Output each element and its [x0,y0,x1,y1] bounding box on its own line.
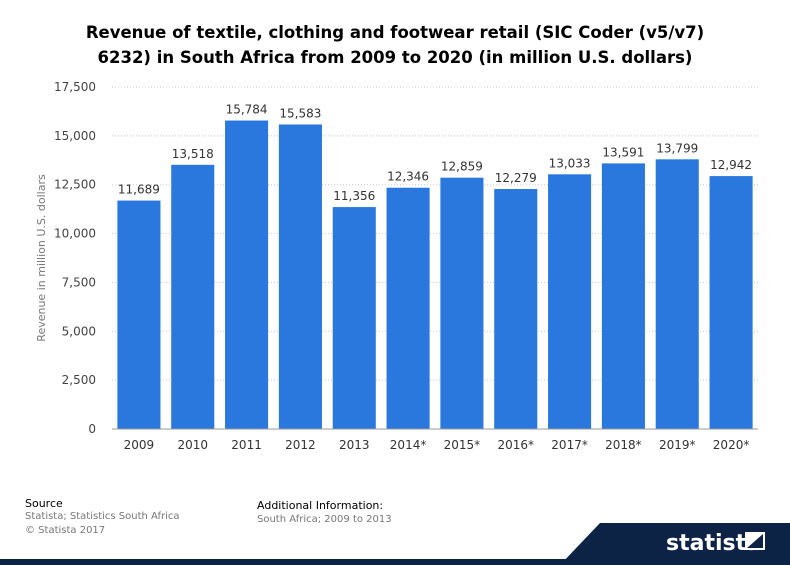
x-tick-label: 2017* [551,438,588,452]
additional-info-title: Additional Information: [257,499,384,512]
bar-value-label: 11,356 [333,189,375,203]
y-axis-ticks: 0 2,500 5,000 7,500 10,000 12,500 15,000 17,500 [54,80,96,436]
bar-2010[interactable] [171,164,215,430]
bar-2013[interactable] [332,207,376,429]
bar-2011[interactable] [225,120,269,429]
logo-background [560,523,790,565]
bar-2018-est[interactable] [601,163,645,429]
chart-title-line-2: 6232) in South Africa from 2009 to 2020 … [97,48,693,67]
y-tick-label: 15,000 [54,129,96,143]
y-tick-label: 0 [88,422,96,436]
bar-2014-est[interactable] [386,187,430,429]
y-tick-label: 17,500 [54,80,96,94]
bar-2009[interactable] [117,200,161,429]
bottom-band [0,559,790,565]
y-tick-label: 2,500 [62,373,96,387]
x-tick-label: 2011 [231,438,262,452]
x-tick-label: 2015* [444,438,481,452]
x-tick-label: 2020* [713,438,750,452]
chart-title: Revenue of textile, clothing and footwea… [30,20,760,70]
bar-value-label: 13,518 [172,147,214,161]
x-axis-ticks: 2009 2010 2011 2012 2013 2014* 2015* 2016* 2017*… [124,438,750,452]
bars [117,120,753,430]
bar-2012[interactable] [278,124,322,429]
y-axis-label: Revenue in million U.S. dollars [35,174,48,342]
bar-value-label: 13,033 [549,156,591,170]
bar-value-label: 13,591 [602,145,644,159]
y-tick-label: 12,500 [54,178,96,192]
bar-2020-est[interactable] [709,176,753,429]
bar-value-label: 15,583 [279,106,321,120]
y-tick-label: 5,000 [62,324,96,338]
bar-value-label: 13,799 [656,141,698,155]
y-tick-label: 7,500 [62,275,96,289]
source-text: Statista; Statistics South Africa © Stat… [25,510,180,538]
x-tick-label: 2010 [177,438,208,452]
bar-value-label: 12,279 [495,171,537,185]
chart-title-line-1: Revenue of textile, clothing and footwea… [85,23,705,42]
bar-value-label: 15,784 [226,103,268,117]
logo-wordmark: statista [666,531,761,556]
source-line-2: © Statista 2017 [25,525,106,536]
x-tick-label: 2012 [285,438,316,452]
bar-2015-est[interactable] [440,177,484,429]
bar-value-label: 12,346 [387,170,429,184]
bar-value-label: 12,859 [441,160,483,174]
x-tick-label: 2009 [124,438,155,452]
x-tick-label: 2016* [497,438,534,452]
x-tick-label: 2014* [390,438,427,452]
x-tick-label: 2013 [339,438,370,452]
bar-value-label: 12,942 [710,158,752,172]
y-tick-label: 10,000 [54,227,96,241]
bar-chart: 0 2,500 5,000 7,500 10,000 12,500 15,000 17,500… [35,80,758,452]
bar-2019-est[interactable] [655,159,699,429]
source-title: Source [25,497,63,510]
x-tick-label: 2019* [659,438,696,452]
x-tick-label: 2018* [605,438,642,452]
additional-info-text: South Africa; 2009 to 2013 [257,514,392,525]
bar-2016-est[interactable] [494,189,538,429]
bar-2017-est[interactable] [548,174,592,429]
bar-value-labels: 11,689 13,518 15,784 15,583 11,356 12,346 12,8… [118,103,752,204]
logo-icon [745,532,765,550]
source-line-1: Statista; Statistics South Africa [25,511,180,522]
bar-value-label: 11,689 [118,183,160,197]
